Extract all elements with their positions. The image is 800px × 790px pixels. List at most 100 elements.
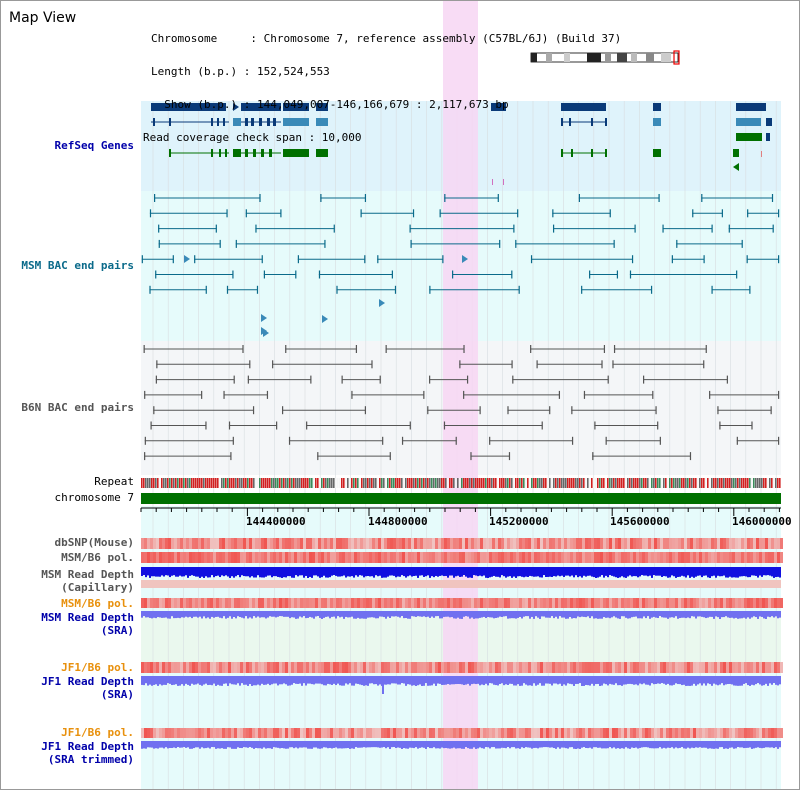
read-depth-bar <box>281 567 283 578</box>
read-depth-bar <box>333 611 335 617</box>
read-depth-bar <box>427 611 429 617</box>
read-depth-bar <box>743 567 745 577</box>
track-label-dbsnp[interactable]: dbSNP(Mouse) <box>54 536 134 549</box>
polymorphism-cell <box>336 552 339 563</box>
polymorphism-cell <box>519 538 522 549</box>
polymorphism-cell <box>393 728 396 738</box>
track-label-refseq[interactable]: RefSeq Genes <box>54 139 134 152</box>
repeat-mark <box>439 478 441 488</box>
polymorphism-cell <box>246 728 249 738</box>
polymorphism-cell <box>147 728 150 738</box>
polymorphism-cell <box>390 598 393 608</box>
repeat-mark <box>407 478 409 488</box>
read-depth-bar <box>561 676 563 686</box>
b6n-bac-end <box>778 436 780 445</box>
b6n-bac-end <box>689 452 692 461</box>
polymorphism-cell <box>258 538 261 549</box>
polymorphism-cell <box>462 538 465 549</box>
read-depth-bar <box>145 741 147 749</box>
polymorphism-cell <box>546 662 549 673</box>
polymorphism-cell <box>381 662 384 673</box>
polymorphism-cell <box>195 728 198 738</box>
track-label-msm-b6-pol[interactable]: MSM/B6 pol. <box>61 551 134 564</box>
track-label-msm-bac[interactable]: MSM BAC end pairs <box>21 259 134 272</box>
polymorphism-cell <box>186 538 189 549</box>
read-depth-bar <box>567 741 569 749</box>
b6n-bac-end <box>423 390 425 399</box>
gene-exon <box>269 149 272 157</box>
b6n-bac-end <box>276 421 278 430</box>
read-depth-bar <box>755 741 757 748</box>
msm-bac-end <box>692 209 694 218</box>
polymorphism-cell <box>360 662 363 673</box>
read-depth-bar <box>343 567 345 576</box>
polymorphism-cell <box>516 538 519 549</box>
track-label-jf1-b6-pol[interactable]: JF1/B6 pol. <box>61 661 134 674</box>
read-depth-bar <box>203 567 205 578</box>
repeat-mark <box>585 478 587 488</box>
read-depth-bar <box>293 567 295 578</box>
polymorphism-cell <box>201 552 204 563</box>
track-label-jf1-depth-trim-1[interactable]: JF1 Read Depth <box>41 740 134 753</box>
polymorphism-cell <box>450 598 453 608</box>
track-label-jf1-b6-pol-2[interactable]: JF1/B6 pol. <box>61 726 134 739</box>
read-depth-bar <box>623 567 625 578</box>
read-depth-bar <box>591 676 593 684</box>
repeat-mark <box>577 478 579 488</box>
read-depth-bar <box>651 741 653 749</box>
read-depth-bar <box>225 676 227 684</box>
track-label-b6n-bac[interactable]: B6N BAC end pairs <box>21 401 134 414</box>
read-depth-bar <box>401 676 403 684</box>
msm-bac-end <box>295 270 297 279</box>
track-label-repeat[interactable]: Repeat <box>94 475 134 488</box>
track-label-msm-depth-capillary-1[interactable]: MSM Read Depth <box>41 568 134 581</box>
read-depth-bar <box>563 567 565 577</box>
polymorphism-cell <box>156 598 159 608</box>
repeat-mark <box>219 478 221 488</box>
msm-bac-end <box>158 224 160 233</box>
repeat-mark <box>175 478 177 488</box>
read-depth-bar <box>495 611 497 618</box>
repeat-mark <box>673 478 675 488</box>
read-depth-bar <box>665 567 667 577</box>
read-depth-bar <box>729 676 731 684</box>
repeat-mark <box>545 478 547 488</box>
track-label-msm-b6-pol-2[interactable]: MSM/B6 pol. <box>61 597 134 610</box>
read-depth-bar <box>507 676 509 685</box>
read-depth-bar <box>163 567 165 577</box>
msm-bac-end <box>141 255 143 264</box>
msm-bac-end <box>676 239 678 248</box>
read-depth-bar <box>155 741 157 749</box>
polymorphism-cell <box>378 538 381 549</box>
polymorphism-cell <box>531 728 534 738</box>
read-depth-bar <box>497 676 499 686</box>
track-label-msm-depth-sra-1[interactable]: MSM Read Depth <box>41 611 134 624</box>
track-label-jf1-depth-sra-1[interactable]: JF1 Read Depth <box>41 675 134 688</box>
polymorphism-cell <box>216 662 219 673</box>
polymorphism-cell <box>243 728 246 738</box>
polymorphism-cell <box>561 598 564 608</box>
polymorphism-cell <box>528 728 531 738</box>
repeat-mark <box>145 478 147 488</box>
polymorphism-cell <box>321 662 324 673</box>
repeat-mark <box>453 478 455 488</box>
read-depth-bar <box>425 676 427 684</box>
polymorphism-cell <box>522 728 525 738</box>
read-depth-bar <box>679 611 681 619</box>
read-depth-bar <box>493 611 495 619</box>
polymorphism-cell <box>597 662 600 673</box>
read-depth-bar <box>579 676 581 684</box>
read-depth-bar <box>605 567 607 576</box>
polymorphism-cell <box>615 662 618 673</box>
msm-bac-end <box>517 209 519 218</box>
polymorphism-cell <box>543 538 546 549</box>
read-depth-bar <box>241 611 243 618</box>
read-depth-bar <box>767 741 769 748</box>
read-depth-bar <box>445 741 447 748</box>
read-depth-bar <box>741 611 743 619</box>
b6n-bac-end <box>443 421 446 430</box>
read-depth-bar <box>307 567 309 578</box>
read-depth-bar <box>397 567 399 577</box>
